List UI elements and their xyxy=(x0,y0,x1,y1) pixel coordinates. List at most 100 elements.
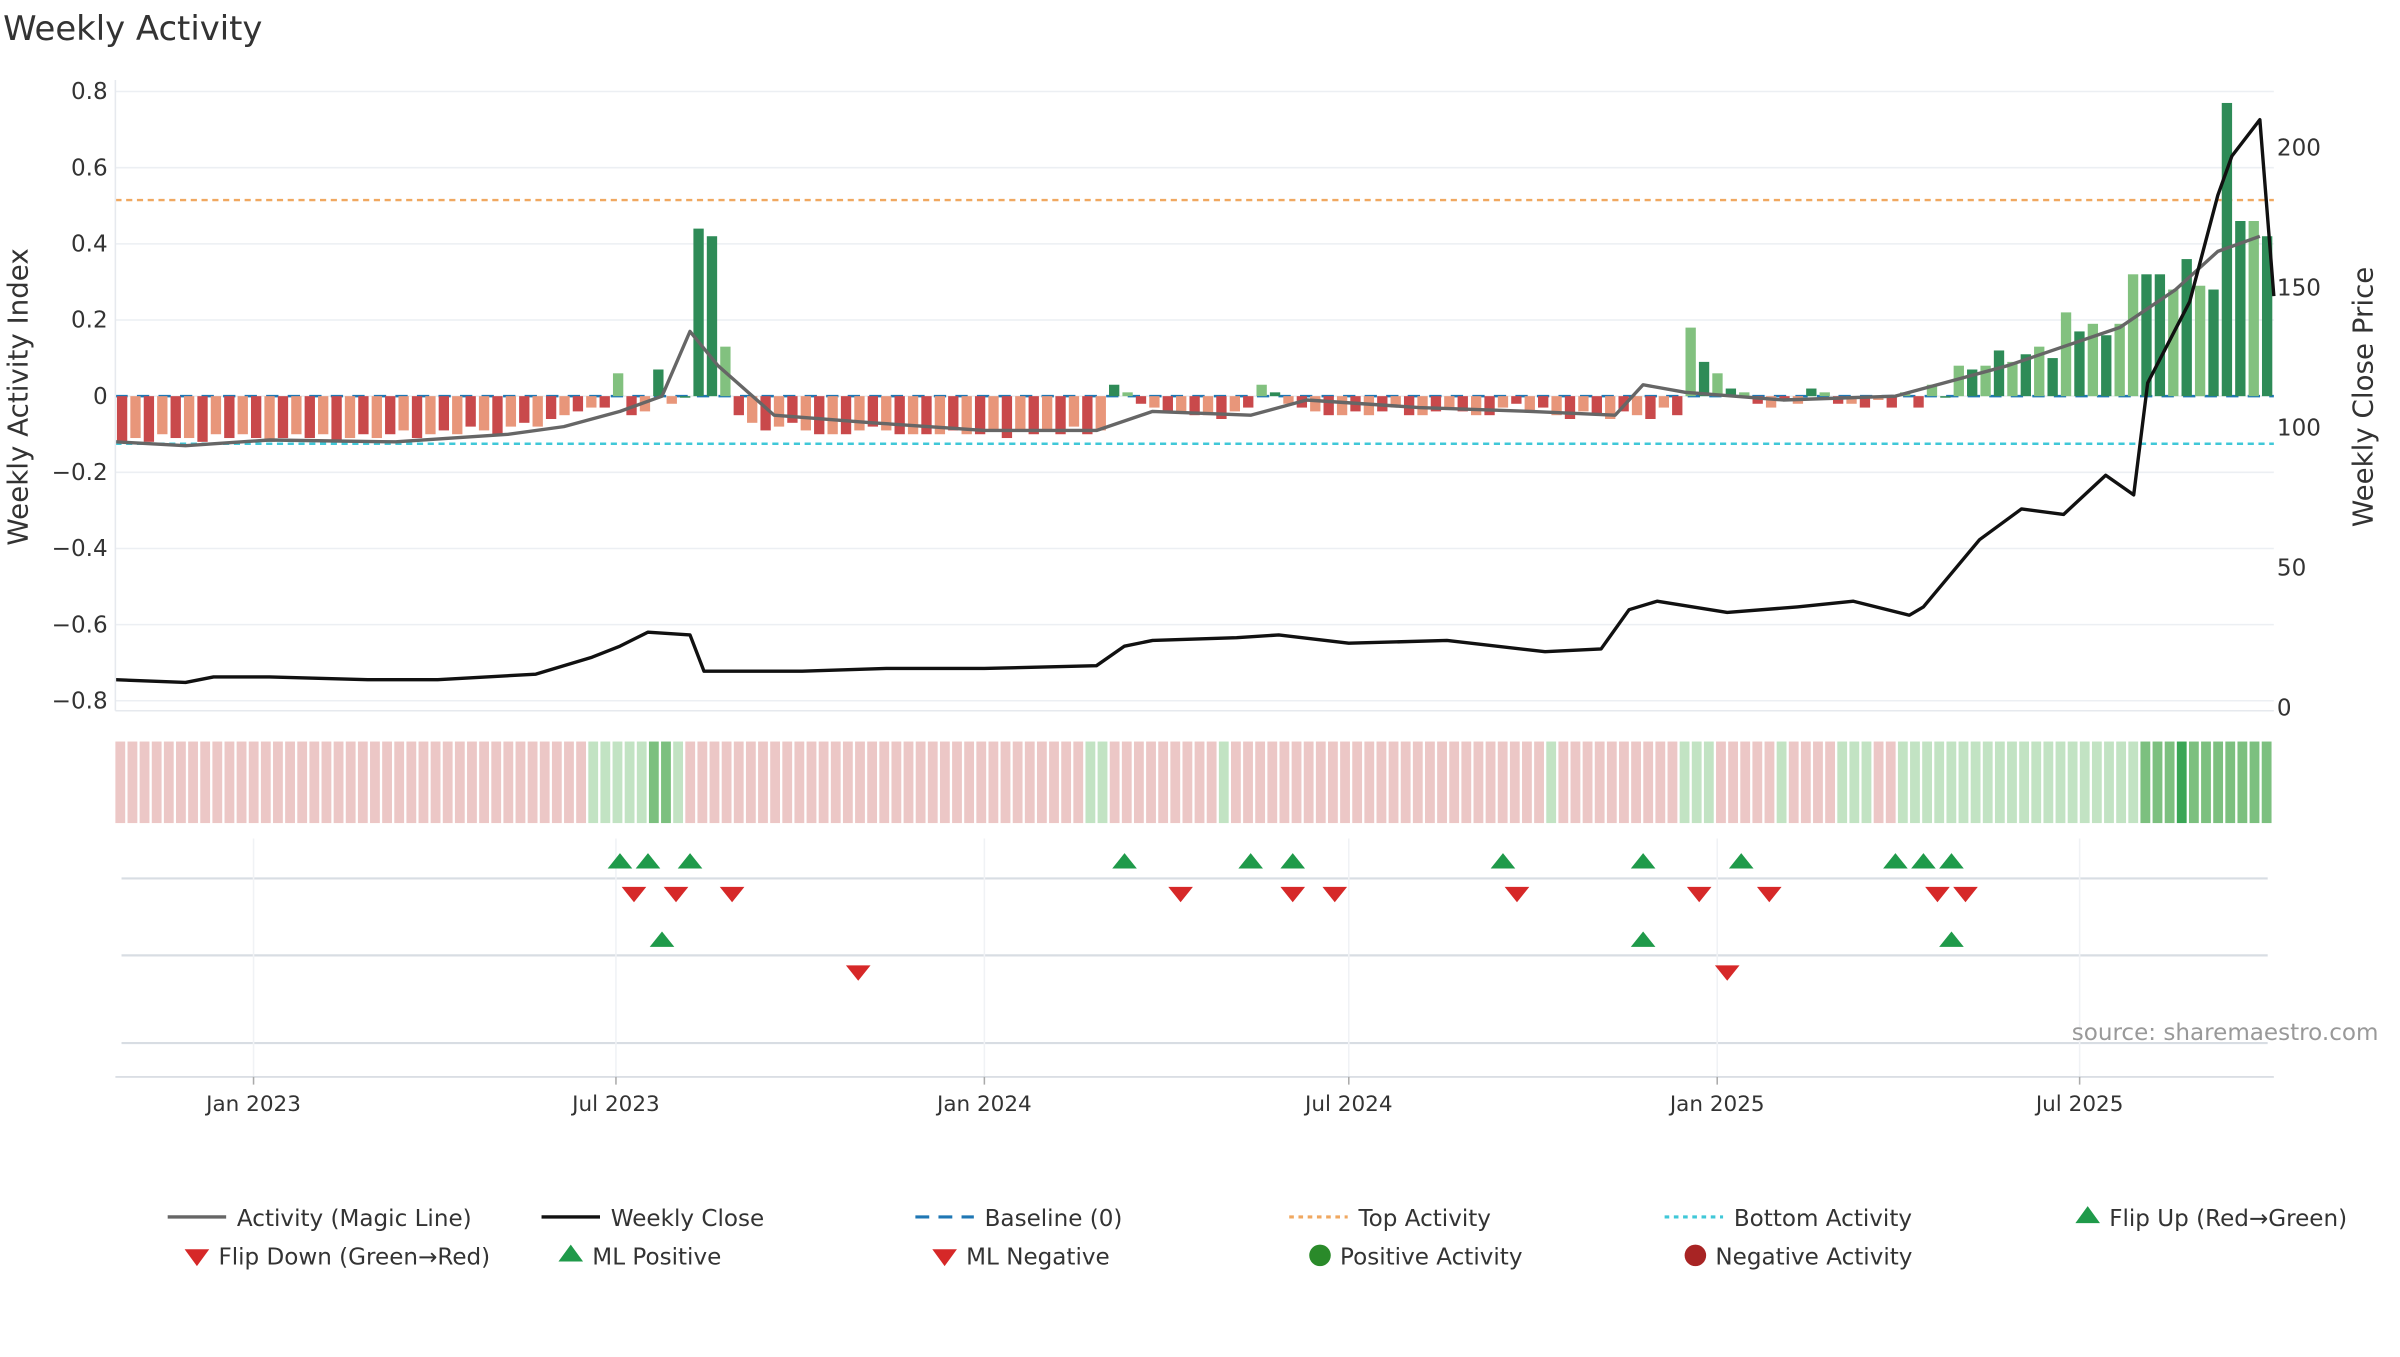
flip-up-marker xyxy=(1280,853,1306,869)
activity-bar xyxy=(1631,396,1643,416)
magic-line xyxy=(115,234,2261,448)
strip-cell xyxy=(2007,741,2017,824)
strip-cell xyxy=(2104,741,2114,824)
strip-cell xyxy=(176,741,186,824)
strip-cell xyxy=(551,741,562,824)
activity-bar xyxy=(1765,396,1777,408)
flip-up-marker xyxy=(607,853,633,869)
legend-label: ML Positive xyxy=(592,1245,721,1271)
strip-cell xyxy=(357,741,368,824)
activity-bar xyxy=(197,396,208,442)
activity-bar xyxy=(680,396,691,398)
activity-bar xyxy=(1953,365,1964,397)
activity-bar xyxy=(1913,396,1924,408)
strip-cell xyxy=(1994,741,2005,824)
strip-cell xyxy=(370,741,380,824)
activity-bar xyxy=(1940,396,1951,398)
strip-cell xyxy=(576,741,586,824)
strip-cell xyxy=(1388,741,1399,824)
strip-cell xyxy=(1861,741,1872,824)
strip-cell xyxy=(1000,741,1011,824)
strip-cell xyxy=(515,741,526,824)
strip-cell xyxy=(1522,741,1532,824)
strip-cell xyxy=(1279,741,1290,824)
activity-bar xyxy=(143,396,155,442)
strip-cell xyxy=(321,741,332,824)
legend-swatch xyxy=(1309,1244,1331,1267)
activity-bar xyxy=(237,396,248,435)
strip-cell xyxy=(2225,741,2236,824)
strip-cell xyxy=(1218,741,1229,824)
flip-up-marker xyxy=(1630,853,1656,869)
strip-cell xyxy=(988,741,999,824)
strip-cell xyxy=(600,741,611,824)
y-left-tick-label: 0.6 xyxy=(71,155,108,181)
activity-bar xyxy=(2007,361,2018,397)
strip-cell xyxy=(418,741,429,824)
flip-down-marker xyxy=(663,886,689,903)
activity-bar xyxy=(961,396,972,435)
strip-cell xyxy=(1958,741,1969,824)
strip-cell xyxy=(1255,741,1266,824)
activity-bar xyxy=(2020,354,2031,397)
strip-cell xyxy=(1461,741,1472,824)
weekly-close-line xyxy=(115,118,2276,685)
flip-up-marker xyxy=(1883,853,1908,869)
strip-cell xyxy=(1716,741,1726,824)
activity-bar xyxy=(170,396,181,439)
strip-cell xyxy=(1922,741,1933,824)
strip-cell xyxy=(1024,741,1035,824)
activity-bar xyxy=(452,396,463,435)
ml-negative-marker xyxy=(1714,965,1740,981)
strip-cell xyxy=(612,741,623,824)
activity-bar xyxy=(1149,396,1160,408)
x-tick-label: Jul 2023 xyxy=(570,1092,660,1117)
activity-bar xyxy=(1135,396,1147,404)
strip-cell xyxy=(430,741,441,824)
strip-cell xyxy=(1194,741,1205,824)
flip-down-marker xyxy=(719,886,745,903)
strip-cell xyxy=(1485,741,1496,824)
activity-bar xyxy=(277,396,289,439)
flip-up-marker xyxy=(1911,853,1936,869)
activity-bar xyxy=(1082,396,1093,435)
activity-bar xyxy=(814,396,825,435)
activity-bar xyxy=(2060,312,2072,397)
activity-bar xyxy=(653,369,664,397)
strip-cell xyxy=(139,741,150,824)
strip-cell xyxy=(1740,741,1751,824)
activity-bar xyxy=(840,396,852,435)
strip-cell xyxy=(2019,741,2030,824)
strip-cell xyxy=(794,741,805,824)
strip-cell xyxy=(2176,741,2187,824)
activity-bar xyxy=(264,396,275,442)
activity-bar xyxy=(800,396,811,431)
x-tick-label: Jan 2023 xyxy=(204,1092,301,1117)
strip-cell xyxy=(1425,741,1435,824)
strip-cell xyxy=(2055,741,2066,824)
strip-cell xyxy=(1073,741,1084,824)
activity-bar xyxy=(773,396,785,427)
strip-cell xyxy=(2188,741,2199,824)
legend-item: Bottom Activity xyxy=(1664,1206,1912,1232)
activity-bar xyxy=(1015,396,1026,431)
activity-bar xyxy=(1806,388,1817,397)
ml-negative-marker xyxy=(845,965,871,981)
activity-bar xyxy=(706,236,718,397)
line-series xyxy=(115,118,2276,685)
flip-down-marker xyxy=(621,886,647,903)
activity-bar xyxy=(1645,396,1656,420)
activity-bar xyxy=(693,228,704,397)
flip-down-marker xyxy=(1925,886,1950,903)
legend-swatch xyxy=(932,1249,957,1267)
y-left-tick-label: −0.4 xyxy=(52,536,108,562)
strip-cell xyxy=(1800,741,1811,824)
strip-cell xyxy=(1328,741,1338,824)
legend-swatch xyxy=(2075,1206,2100,1224)
strip-cell xyxy=(1752,741,1763,824)
strip-cell xyxy=(212,741,223,824)
strip-cell xyxy=(1764,741,1775,824)
strip-cell xyxy=(2091,741,2102,824)
strip-cell xyxy=(2140,741,2151,824)
